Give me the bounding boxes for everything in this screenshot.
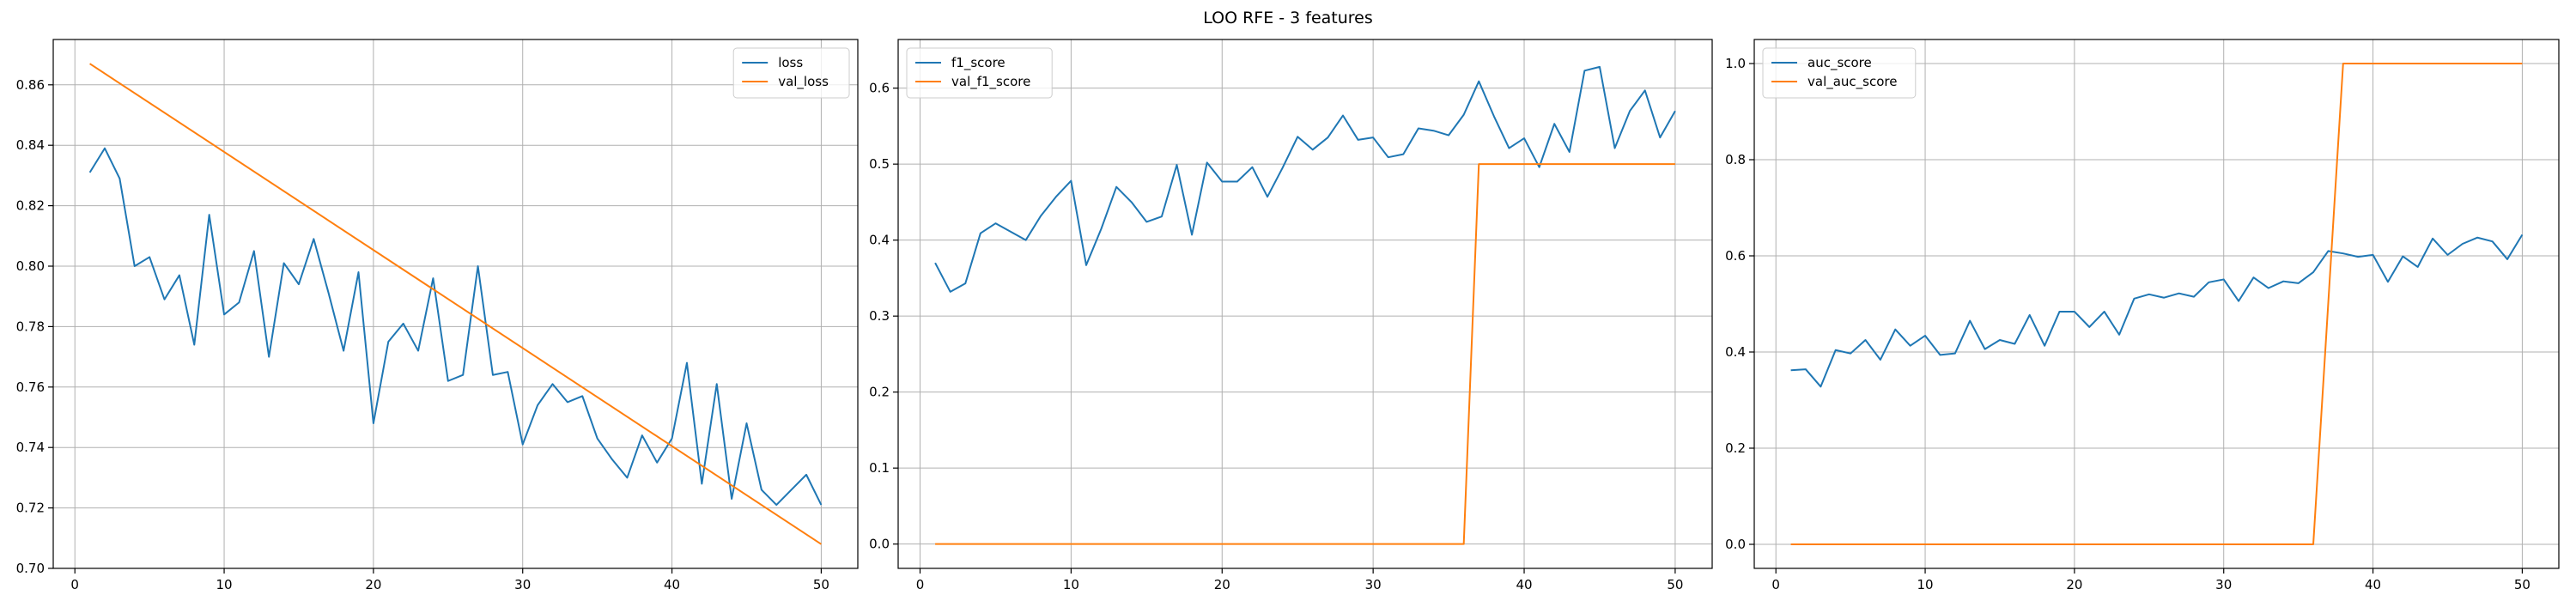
y-tick-label: 0.72 xyxy=(16,501,45,516)
x-tick-label: 10 xyxy=(216,577,233,592)
series-line-val-loss xyxy=(89,63,822,545)
y-tick-label: 0.86 xyxy=(16,77,45,93)
series-line-val-auc-score xyxy=(1790,63,2523,545)
subplot-auc-score: 0 10 20 30 40 50 0.0 0.2 0.4 0.6 0.8 1.0 auc_scoreva… xyxy=(1725,39,2560,592)
y-tick-label: 0.6 xyxy=(1725,248,1746,264)
legend-label: loss xyxy=(778,55,803,70)
x-tick-label: 40 xyxy=(664,577,680,592)
x-tick-label: 20 xyxy=(2066,577,2082,592)
y-tick-label: 0.4 xyxy=(1725,344,1746,360)
legend-box xyxy=(732,47,850,99)
x-tick-label: 50 xyxy=(813,577,829,592)
series-line-val-f1-score xyxy=(935,163,1675,545)
legend: f1_score val_f1_score xyxy=(906,47,1053,99)
y-tick-label: 0.8 xyxy=(1725,152,1746,167)
axes-frame xyxy=(52,39,859,569)
y-tick-label: 1.0 xyxy=(1725,56,1746,71)
y-tick-label: 0.1 xyxy=(869,460,890,476)
x-tick-label: 50 xyxy=(1667,577,1683,592)
legend-label: f1_score xyxy=(951,55,1005,71)
y-tick-label: 0.76 xyxy=(16,379,45,395)
x-tick-label: 10 xyxy=(1063,577,1079,592)
x-tick-label: 0 xyxy=(916,577,925,592)
y-tick-label: 0.80 xyxy=(16,258,45,274)
x-tick-label: 0 xyxy=(70,577,79,592)
legend-box xyxy=(906,47,1053,99)
y-tick-label: 0.2 xyxy=(1725,440,1746,456)
y-tick-label: 0.78 xyxy=(16,319,45,334)
y-tick-label: 0.74 xyxy=(16,440,45,455)
y-tick-label: 0.82 xyxy=(16,198,45,214)
x-tick-label: 40 xyxy=(2365,577,2381,592)
series-line-auc-score xyxy=(1790,234,2524,388)
y-tick-label: 0.4 xyxy=(869,233,890,248)
y-tick-label: 0.84 xyxy=(16,137,45,153)
axes-frame xyxy=(897,39,1713,569)
x-tick-label: 20 xyxy=(1214,577,1230,592)
legend: auc_score val_auc_score xyxy=(1762,47,1917,99)
subplot-loss: 0 10 20 30 40 50 0.70 0.72 0.74 0.76 0.78 0.80 0.82 0… xyxy=(16,39,859,592)
axes-frame xyxy=(1753,39,2560,569)
x-tick-label: 50 xyxy=(2514,577,2530,592)
y-tick-label: 0.3 xyxy=(869,308,890,324)
x-tick-label: 0 xyxy=(1771,577,1780,592)
y-tick-label: 0.5 xyxy=(869,156,890,172)
y-tick-label: 0.2 xyxy=(869,385,890,400)
series-line-f1-score xyxy=(934,65,1676,293)
figure-title: LOO RFE - 3 features xyxy=(1203,9,1373,27)
y-tick-label: 0.0 xyxy=(869,537,890,552)
legend-label: val_auc_score xyxy=(1807,74,1898,90)
x-tick-label: 10 xyxy=(1917,577,1934,592)
x-tick-label: 30 xyxy=(2215,577,2232,592)
legend-label: val_loss xyxy=(778,74,829,90)
x-tick-label: 40 xyxy=(1516,577,1532,592)
x-tick-label: 20 xyxy=(365,577,381,592)
y-tick-label: 0.70 xyxy=(16,561,45,576)
x-tick-label: 30 xyxy=(514,577,531,592)
y-tick-label: 0.6 xyxy=(869,81,890,96)
legend-label: val_f1_score xyxy=(951,74,1030,90)
legend: loss val_loss xyxy=(732,47,850,99)
legend-box xyxy=(1762,47,1917,99)
x-tick-label: 30 xyxy=(1365,577,1382,592)
y-tick-label: 0.0 xyxy=(1725,537,1746,552)
legend-label: auc_score xyxy=(1807,55,1872,71)
subplot-f1-score: 0 10 20 30 40 50 0.0 0.1 0.2 0.3 0.4 0.5 0.6 f1_score… xyxy=(869,39,1713,592)
